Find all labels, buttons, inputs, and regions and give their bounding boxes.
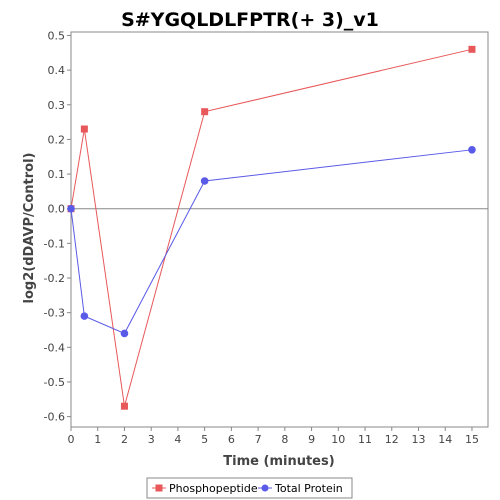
x-tick-label: 15 (465, 433, 479, 446)
x-axis: 0 1 2 3 4 5 6 7 8 9 10 11 12 13 14 15 (68, 427, 479, 446)
series-2-point (80, 312, 89, 320)
series-1-point (468, 45, 476, 53)
x-tick-label: 4 (174, 433, 181, 446)
x-tick-label: 1 (94, 433, 101, 446)
series-2-point (200, 177, 209, 185)
series-2-point (468, 146, 476, 154)
series-1-point (120, 402, 128, 410)
y-tick-label: 0.2 (48, 133, 66, 146)
x-tick-label: 10 (331, 433, 345, 446)
y-tick-label: 0.4 (48, 64, 66, 77)
y-tick-label: 0.5 (48, 29, 66, 42)
y-tick-label: -0.1 (44, 237, 65, 250)
y-tick-label: -0.3 (44, 307, 65, 320)
x-tick-label: 5 (201, 433, 208, 446)
x-tick-label: 6 (228, 433, 235, 446)
y-axis-label: log2(dDAVP/Control) (22, 153, 37, 304)
legend-box (146, 477, 353, 499)
legend: Phosphopeptide Total Protein (146, 477, 353, 499)
x-tick-label: 2 (121, 433, 128, 446)
legend-marker-1 (155, 484, 163, 492)
y-tick-label: 0.3 (48, 99, 66, 112)
x-tick-label: 12 (385, 433, 399, 446)
x-tick-label: 3 (148, 433, 155, 446)
x-axis-label: Time (minutes) (223, 454, 334, 469)
y-tick-label: -0.6 (44, 411, 65, 424)
x-tick-label: 14 (438, 433, 452, 446)
series-1-point (80, 125, 88, 133)
legend-label-1: Phosphopeptide (169, 482, 258, 495)
chart-title: S#YGQLDLFPTR(+ 3)_v1 (121, 9, 379, 31)
y-tick-label: 0.1 (48, 168, 66, 181)
y-tick-label: -0.5 (44, 376, 65, 389)
series-layer (67, 45, 476, 410)
x-tick-label: 13 (412, 433, 426, 446)
y-tick-label: 0.0 (48, 203, 66, 216)
plot-area (70, 31, 489, 428)
series-1-point (201, 108, 209, 116)
x-tick-label: 11 (358, 433, 372, 446)
x-tick-label: 9 (308, 433, 315, 446)
y-axis: -0.6 -0.5 -0.4 -0.3 -0.2 -0.1 0.0 0.1 0.2 0.3 0.4 0… (44, 29, 71, 424)
x-tick-label: 8 (281, 433, 288, 446)
y-tick-label: -0.4 (44, 341, 65, 354)
x-tick-label: 7 (255, 433, 262, 446)
legend-marker-2 (261, 484, 269, 492)
y-tick-label: -0.2 (44, 272, 65, 285)
series-2-point (67, 204, 75, 213)
x-tick-label: 0 (68, 433, 75, 446)
legend-label-2: Total Protein (274, 482, 343, 495)
series-2-point (120, 329, 129, 338)
